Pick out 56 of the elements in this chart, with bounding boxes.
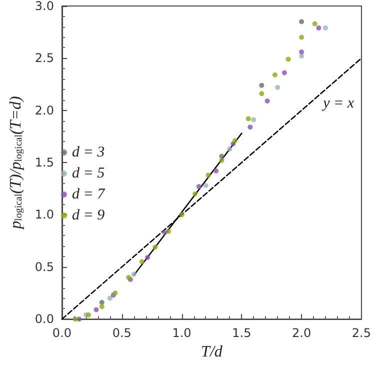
y-tick-label: 1.5 bbox=[34, 156, 54, 170]
legend-label: d = 3 bbox=[72, 144, 105, 160]
point bbox=[214, 168, 219, 174]
point bbox=[107, 296, 112, 301]
point bbox=[99, 304, 104, 310]
point bbox=[299, 49, 304, 54]
point bbox=[251, 117, 256, 122]
point bbox=[259, 91, 264, 96]
legend-label: d = 7 bbox=[72, 186, 106, 202]
x-tick-label: 1.0 bbox=[172, 326, 192, 340]
point bbox=[72, 316, 78, 322]
point bbox=[316, 25, 322, 30]
point bbox=[86, 312, 92, 318]
y-axis-title: plogical(T)/plogical(T=d) bbox=[8, 96, 24, 230]
point bbox=[275, 84, 280, 90]
point bbox=[227, 146, 232, 152]
point bbox=[299, 19, 304, 24]
point bbox=[299, 34, 304, 40]
y-tick-label: 2.5 bbox=[34, 51, 54, 66]
point bbox=[139, 259, 144, 264]
point bbox=[264, 98, 270, 104]
x-tick-label: 1.5 bbox=[232, 326, 252, 340]
x-tick-label: 0.0 bbox=[52, 326, 72, 340]
point bbox=[203, 183, 208, 188]
y-tick-label: 2.0 bbox=[34, 103, 54, 118]
point bbox=[166, 228, 171, 234]
point bbox=[259, 82, 264, 88]
x-tick-label: 2.5 bbox=[352, 326, 372, 340]
point bbox=[232, 138, 238, 144]
point bbox=[94, 307, 99, 312]
point bbox=[179, 212, 184, 218]
annotation: y = x bbox=[321, 96, 354, 112]
point bbox=[312, 21, 318, 26]
point bbox=[219, 158, 224, 163]
point bbox=[145, 255, 150, 260]
x-tick-label: 2.0 bbox=[292, 326, 312, 340]
legend-label: d = 5 bbox=[72, 166, 106, 182]
point bbox=[131, 272, 136, 277]
y-tick-label: 0.5 bbox=[34, 260, 54, 274]
point bbox=[323, 25, 328, 30]
y-tick-label: 3.0 bbox=[34, 0, 54, 13]
point bbox=[246, 116, 251, 122]
y-tick-label: 0.0 bbox=[34, 312, 54, 326]
point bbox=[248, 124, 253, 130]
point bbox=[162, 230, 168, 235]
x-tick-label: 0.5 bbox=[112, 326, 132, 340]
point bbox=[282, 70, 287, 76]
y-tick-label: 1.0 bbox=[34, 208, 54, 222]
point bbox=[192, 191, 198, 196]
point bbox=[272, 72, 278, 78]
point bbox=[152, 244, 158, 250]
legend-label: d = 9 bbox=[72, 208, 106, 224]
x-axis-title: T/d bbox=[201, 344, 224, 360]
point bbox=[286, 56, 291, 62]
point bbox=[196, 184, 202, 190]
point bbox=[206, 172, 211, 178]
